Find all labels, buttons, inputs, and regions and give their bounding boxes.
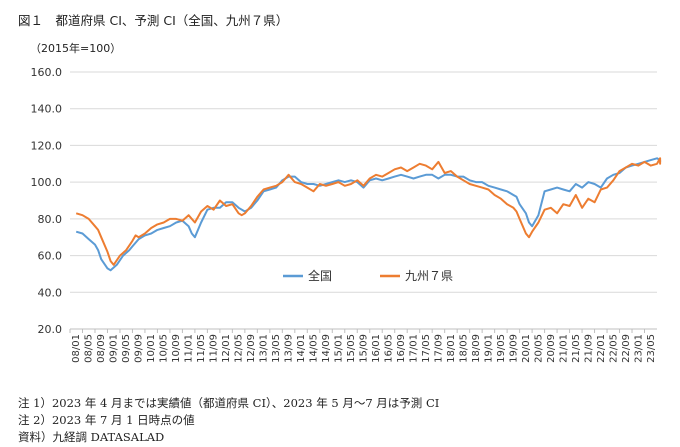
y-axis-unit: （2015年=100）: [30, 42, 122, 55]
x-tick-label: 20/05: [533, 334, 544, 363]
x-tick-label: 15/05: [346, 334, 357, 363]
source-note: 資料）九経調 DATASALAD: [18, 430, 165, 444]
x-tick-label: 17/01: [408, 334, 419, 363]
legend-label-national: 全国: [308, 268, 332, 283]
x-tick-label: 09/01: [109, 334, 120, 363]
x-tick-label: 13/05: [271, 334, 282, 363]
x-tick-label: 08/01: [71, 334, 82, 363]
y-tick-label: 80.0: [38, 213, 63, 226]
x-tick-label: 16/05: [383, 334, 394, 363]
x-tick-label: 13/09: [284, 334, 295, 363]
note-2: 注 2）2023 年 7 月 1 日時点の値: [18, 413, 195, 427]
x-tick-label: 08/05: [84, 334, 95, 363]
y-tick-label: 160.0: [31, 66, 63, 79]
x-tick-label: 16/09: [396, 334, 407, 363]
x-tick-label: 21/05: [571, 334, 582, 363]
y-tick-label: 100.0: [31, 176, 63, 189]
x-tick-label: 19/05: [496, 334, 507, 363]
kyushu-series-line: [75, 157, 662, 266]
x-tick-label: 18/09: [471, 334, 482, 363]
x-tick-label: 08/09: [96, 334, 107, 363]
x-tick-label: 10/05: [159, 334, 170, 363]
chart-title: 図１ 都道府県 CI、予測 CI（全国、九州７県）: [18, 13, 289, 28]
x-tick-label: 11/05: [196, 334, 207, 363]
x-tick-label: 09/09: [134, 334, 145, 363]
y-tick-label: 120.0: [31, 139, 63, 152]
x-tick-label: 09/05: [121, 334, 132, 363]
x-tick-label: 12/01: [221, 334, 232, 363]
x-tick-label: 22/09: [621, 334, 632, 363]
x-tick-label: 11/09: [209, 334, 220, 363]
x-tick-label: 10/09: [171, 334, 182, 363]
x-tick-label: 19/09: [508, 334, 519, 363]
y-tick-label: 140.0: [31, 103, 63, 116]
x-tick-label: 22/01: [596, 334, 607, 363]
x-tick-label: 16/01: [371, 334, 382, 363]
x-tick-label: 20/09: [546, 334, 557, 363]
x-tick-label: 17/09: [433, 334, 444, 363]
x-tick-label: 18/05: [458, 334, 469, 363]
national-series-line: [75, 157, 662, 272]
x-tick-label: 23/05: [646, 334, 657, 363]
y-tick-label: 40.0: [38, 286, 63, 299]
x-tick-label: 14/01: [296, 334, 307, 363]
x-tick-label: 12/09: [246, 334, 257, 363]
legend-label-kyushu: 九州７県: [405, 269, 453, 283]
x-tick-label: 21/01: [558, 334, 569, 363]
line-chart: 20.0 40.0 60.0 80.0 100.0 120.0 140.0 160.0 08/…: [31, 66, 662, 363]
x-tick-label: 22/05: [608, 334, 619, 363]
x-tick-label: 11/01: [184, 334, 195, 363]
x-tick-label: 13/01: [259, 334, 270, 363]
x-tick-label: 17/05: [421, 334, 432, 363]
x-tick-label: 10/01: [146, 334, 157, 363]
x-tick-label: 19/01: [483, 334, 494, 363]
y-tick-label: 20.0: [38, 323, 63, 336]
x-tick-label: 23/01: [633, 334, 644, 363]
x-tick-label: 21/09: [583, 334, 594, 363]
y-tick-label: 60.0: [38, 250, 63, 263]
x-tick-label: 18/01: [446, 334, 457, 363]
x-tick-label: 15/09: [359, 334, 370, 363]
x-tick-label: 14/09: [321, 334, 332, 363]
x-tick-label: 20/01: [521, 334, 532, 363]
x-tick-label: 14/05: [309, 334, 320, 363]
note-1: 注 1）2023 年 4 月までは実績値（都道府県 CI）、2023 年 5 月…: [18, 396, 440, 410]
x-tick-label: 15/01: [334, 334, 345, 363]
x-tick-label: 12/05: [234, 334, 245, 363]
